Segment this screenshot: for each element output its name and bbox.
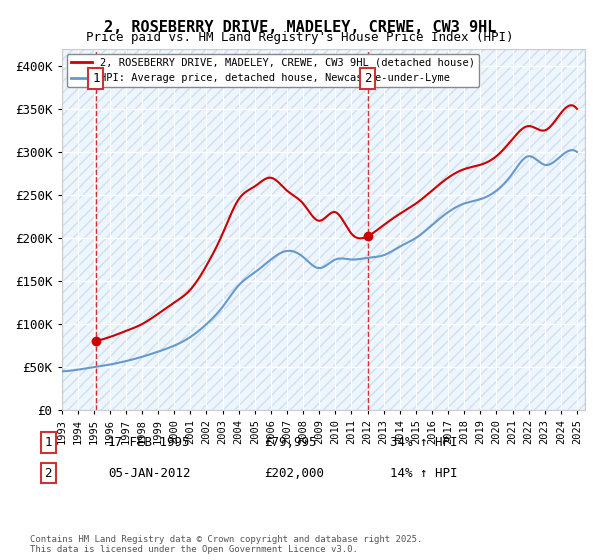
Text: 2: 2: [44, 466, 52, 480]
Text: 14% ↑ HPI: 14% ↑ HPI: [390, 466, 458, 480]
Text: £79,995: £79,995: [264, 436, 317, 449]
Text: 17-FEB-1995: 17-FEB-1995: [108, 436, 191, 449]
Legend: 2, ROSEBERRY DRIVE, MADELEY, CREWE, CW3 9HL (detached house), HPI: Average price: 2, ROSEBERRY DRIVE, MADELEY, CREWE, CW3 …: [67, 54, 479, 87]
Text: 2, ROSEBERRY DRIVE, MADELEY, CREWE, CW3 9HL: 2, ROSEBERRY DRIVE, MADELEY, CREWE, CW3 …: [104, 20, 496, 35]
Text: 2: 2: [364, 72, 371, 85]
Text: 1: 1: [92, 72, 100, 85]
Text: 1: 1: [44, 436, 52, 449]
Text: 05-JAN-2012: 05-JAN-2012: [108, 466, 191, 480]
Text: Price paid vs. HM Land Registry's House Price Index (HPI): Price paid vs. HM Land Registry's House …: [86, 31, 514, 44]
Text: Contains HM Land Registry data © Crown copyright and database right 2025.
This d: Contains HM Land Registry data © Crown c…: [30, 535, 422, 554]
Text: £202,000: £202,000: [264, 466, 324, 480]
Text: 34% ↑ HPI: 34% ↑ HPI: [390, 436, 458, 449]
